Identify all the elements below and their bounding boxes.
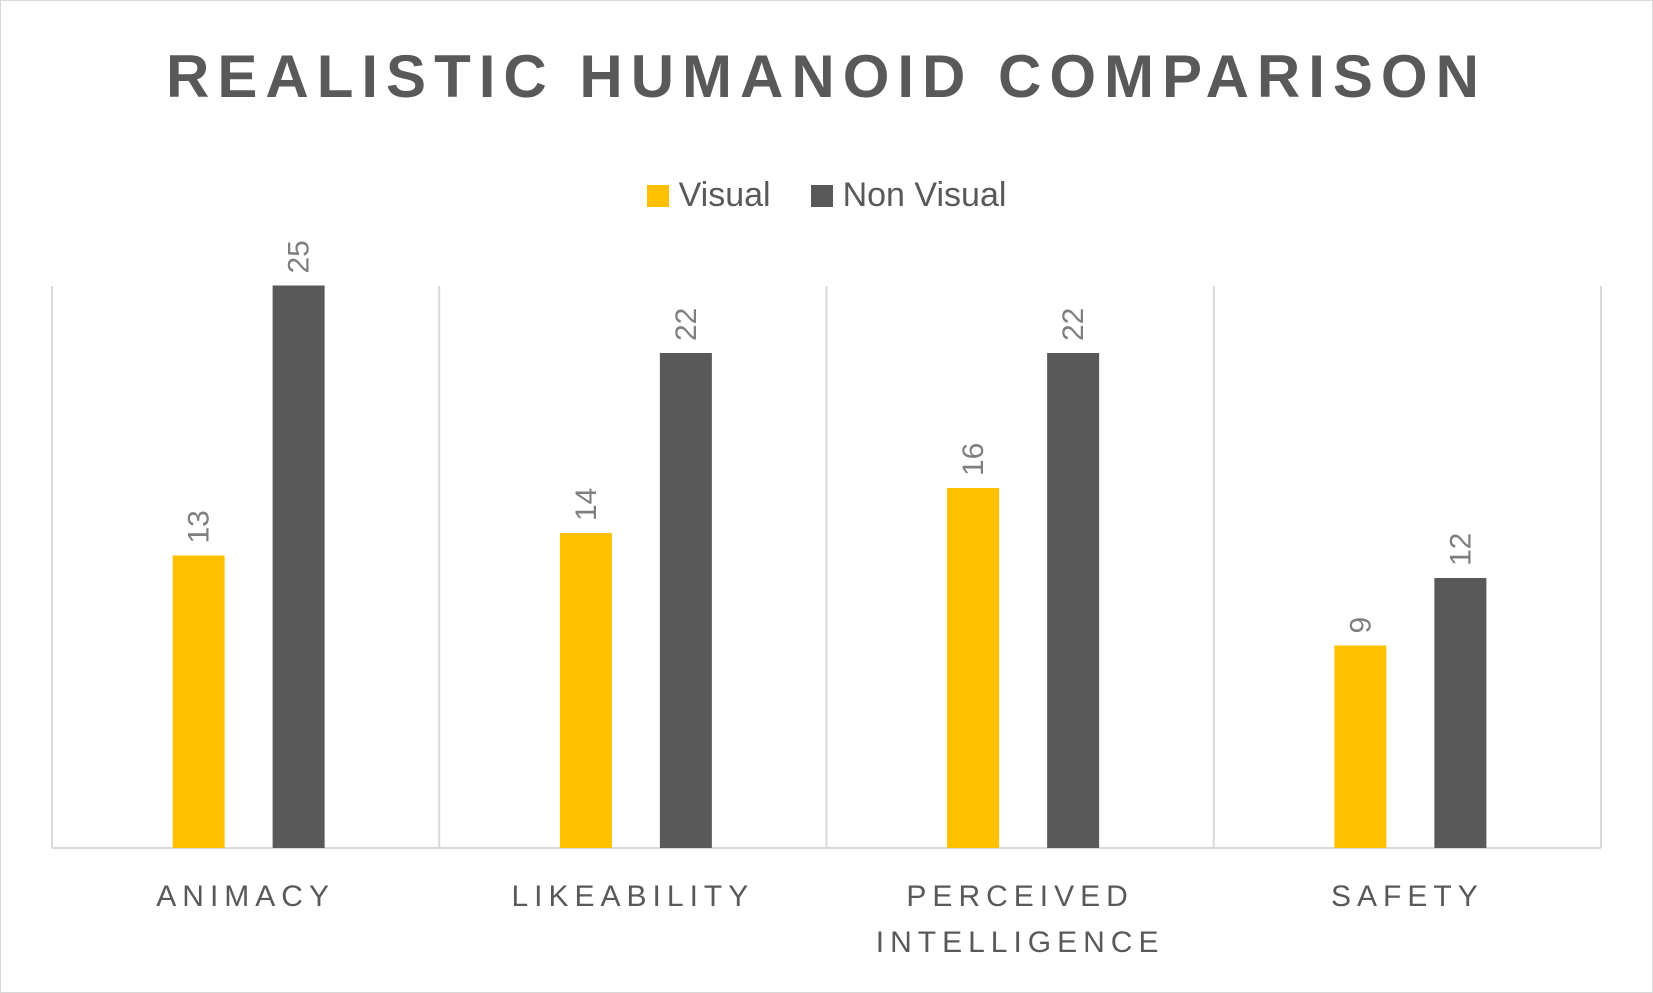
bar-non-visual <box>1047 353 1100 848</box>
legend-item-visual: Visual <box>646 176 771 215</box>
bar-non-visual <box>1434 578 1487 848</box>
legend-swatch-visual <box>646 184 669 207</box>
data-label: 22 <box>1057 308 1090 341</box>
legend-swatch-non-visual <box>810 184 833 207</box>
bar-visual <box>947 488 1000 848</box>
chart-title: REALISTIC HUMANOID COMPARISON <box>166 43 1487 110</box>
legend-item-non-visual: Non Visual <box>810 176 1007 215</box>
bar-visual <box>559 533 612 848</box>
legend-label-visual: Visual <box>678 176 771 214</box>
category-label: PERCEIVED <box>906 880 1133 913</box>
data-label: 22 <box>670 308 703 341</box>
bar-visual <box>172 555 225 848</box>
bar-non-visual <box>272 285 325 848</box>
data-label: 13 <box>183 510 216 543</box>
bar-visual <box>1334 645 1387 848</box>
category-label: LIKEABILITY <box>512 880 755 913</box>
data-label: 16 <box>957 443 990 476</box>
data-label: 25 <box>283 240 316 273</box>
legend: Visual Non Visual <box>0 176 1653 215</box>
category-label: INTELLIGENCE <box>876 926 1165 959</box>
data-label: 12 <box>1444 533 1477 566</box>
legend-label-non-visual: Non Visual <box>842 176 1007 214</box>
category-label: SAFETY <box>1331 880 1484 913</box>
category-label: ANIMACY <box>156 880 335 913</box>
bar-non-visual <box>659 353 712 848</box>
data-label: 14 <box>570 488 603 521</box>
data-label: 9 <box>1344 617 1377 634</box>
